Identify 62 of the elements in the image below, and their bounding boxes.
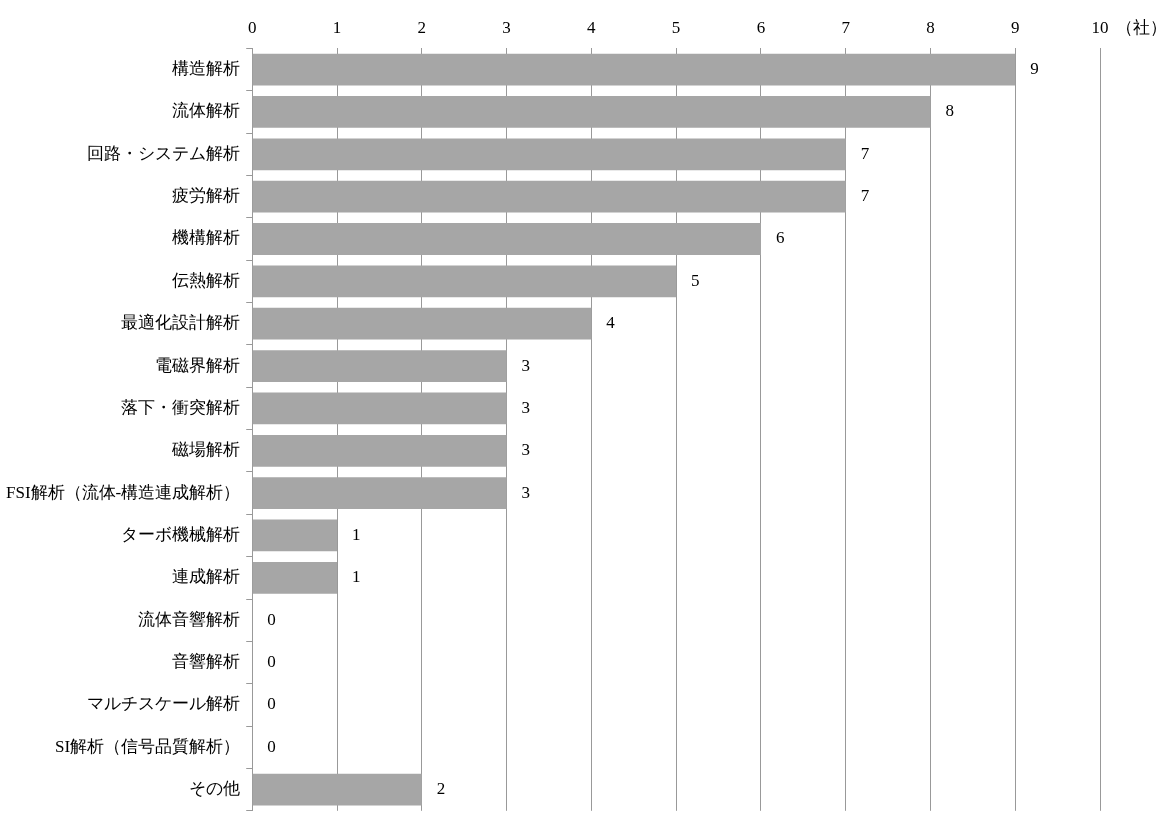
- bar: [252, 392, 507, 425]
- y-tick-label: 連成解析: [172, 567, 241, 587]
- y-tick-label: 電磁界解析: [155, 355, 241, 375]
- data-label: 3: [521, 355, 531, 375]
- bar: [252, 180, 846, 213]
- y-tick-label: マルチスケール解析: [87, 694, 241, 714]
- data-label: 1: [352, 567, 361, 587]
- bar: [252, 265, 677, 298]
- y-tick-label: 音響解析: [172, 652, 241, 672]
- data-label: 0: [267, 652, 276, 672]
- data-label: 3: [521, 397, 531, 417]
- x-tick-label: 5: [671, 17, 681, 37]
- x-tick-label: 4: [587, 17, 597, 37]
- bar: [252, 561, 338, 594]
- y-tick-label: 伝熱解析: [172, 270, 241, 290]
- x-tick-label: 10: [1091, 17, 1109, 37]
- x-tick-label: 3: [502, 17, 511, 37]
- x-tick-label: 0: [247, 17, 257, 37]
- bar: [252, 223, 761, 255]
- data-label: 0: [267, 609, 276, 629]
- data-label: 4: [606, 313, 616, 333]
- bar: [252, 96, 931, 128]
- y-tick-label: SI解析（信号品質解析）: [55, 736, 241, 756]
- bar: [252, 434, 507, 467]
- y-tick-label: 機構解析: [172, 228, 241, 248]
- data-label: 3: [521, 440, 531, 460]
- bar: [252, 53, 1016, 86]
- data-label: 8: [945, 101, 954, 121]
- x-tick-label: 9: [1010, 17, 1020, 37]
- x-tick-label: 6: [756, 17, 766, 37]
- y-tick-label: 構造解析: [172, 59, 241, 79]
- data-label: 9: [1030, 59, 1039, 79]
- bar: [252, 773, 422, 806]
- data-label: 7: [860, 186, 870, 206]
- data-label: 6: [775, 228, 785, 248]
- bar: [252, 138, 846, 171]
- x-tick-label: 2: [417, 17, 427, 37]
- y-tick-label: 疲労解析: [172, 186, 241, 206]
- data-label: 0: [267, 694, 276, 714]
- data-label: 5: [691, 270, 700, 290]
- y-tick-label: FSI解析（流体-構造連成解析）: [6, 482, 241, 502]
- data-label: 3: [521, 482, 531, 502]
- bar: [252, 307, 592, 340]
- data-label: 7: [860, 143, 870, 163]
- y-tick-label: その他: [189, 779, 241, 799]
- data-label: 0: [267, 736, 276, 756]
- x-tick-label: 8: [926, 17, 935, 37]
- data-label: 2: [436, 779, 446, 799]
- y-tick-label: 流体解析: [172, 101, 241, 121]
- y-tick-label: 落下・衝突解析: [121, 397, 241, 417]
- y-tick-label: ターボ機械解析: [121, 524, 241, 544]
- x-tick-label: 7: [841, 17, 851, 37]
- bar: [252, 519, 338, 552]
- data-label: 1: [352, 524, 361, 544]
- x-axis-title: （社）: [1116, 17, 1167, 37]
- y-tick-label: 磁場解析: [171, 440, 241, 460]
- y-tick-label: 流体音響解析: [138, 609, 241, 629]
- x-tick-label: 1: [332, 17, 342, 37]
- y-tick-label: 回路・システム解析: [87, 143, 241, 163]
- bar: [252, 477, 507, 510]
- y-tick-label: 最適化設計解析: [121, 313, 241, 333]
- bar: [252, 350, 507, 382]
